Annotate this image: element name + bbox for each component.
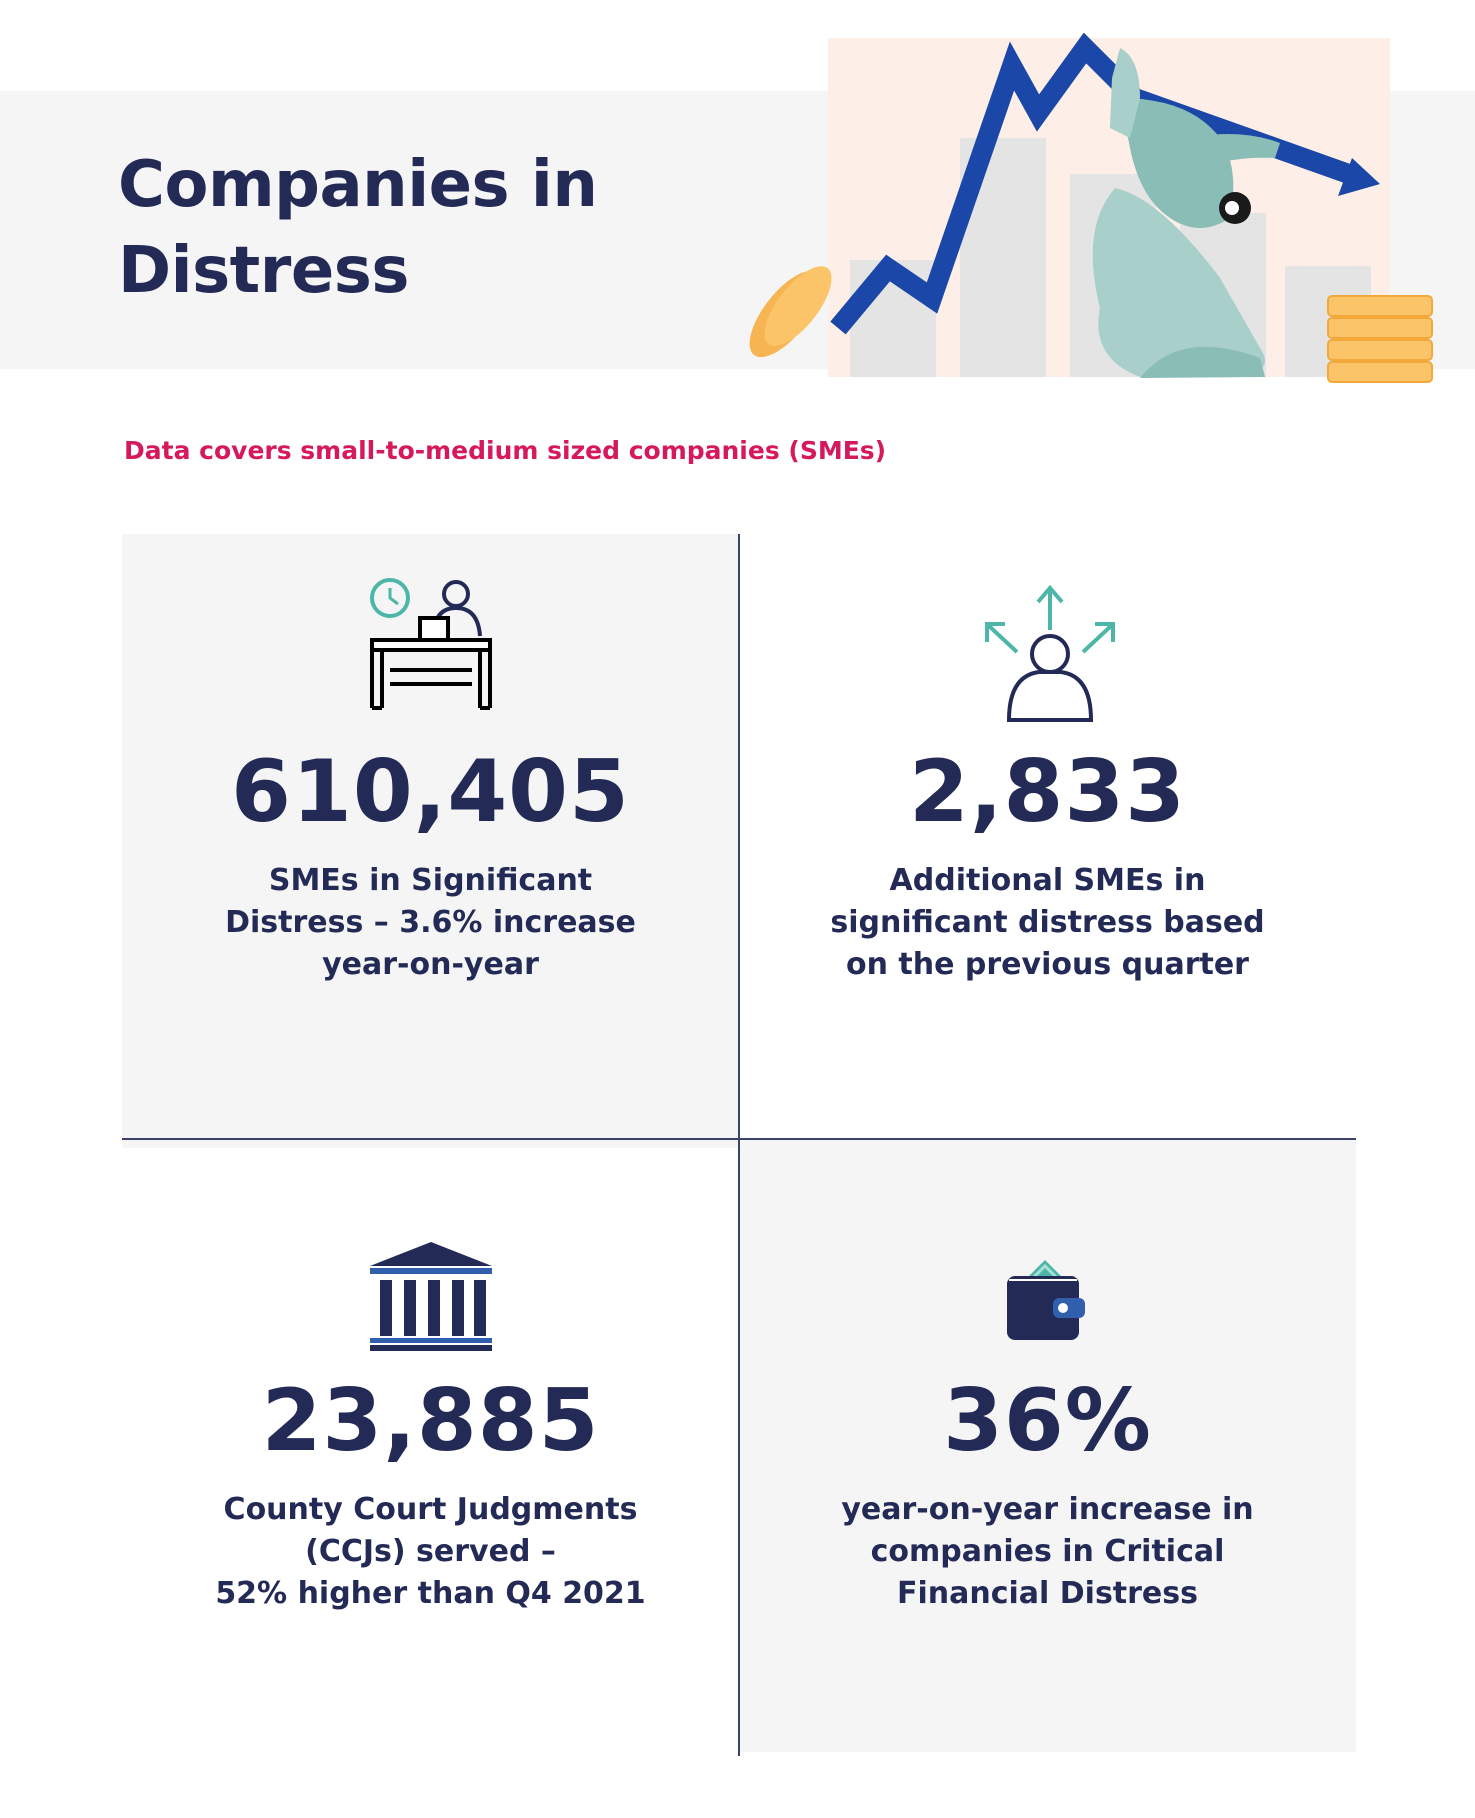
stat-value: 610,405 xyxy=(231,742,630,842)
page-title: Companies in Distress xyxy=(118,142,598,314)
desc-line: County Court Judgments xyxy=(223,1492,638,1527)
desc-line: on the previous quarter xyxy=(846,947,1249,982)
falling-coin-icon xyxy=(749,266,832,358)
desc-line: Distress – 3.6% increase xyxy=(225,905,636,940)
wallet-icon xyxy=(1006,1260,1085,1340)
hero-illustration xyxy=(749,32,1433,383)
stat-value: 36% xyxy=(943,1371,1152,1471)
desc-line: Financial Distress xyxy=(896,1576,1198,1611)
stat-card-ccjs: 23,885 County Court Judgments (CCJs) ser… xyxy=(122,1138,739,1752)
desc-line: 52% higher than Q4 2021 xyxy=(215,1576,646,1611)
stat-description: SMEs in Significant Distress – 3.6% incr… xyxy=(191,860,671,986)
stat-value: 23,885 xyxy=(261,1371,600,1471)
desc-line: significant distress based xyxy=(830,905,1265,940)
data-coverage-note: Data covers small-to-medium sized compan… xyxy=(124,436,887,465)
stat-card-additional-smes: 2,833 Additional SMEs in significant dis… xyxy=(739,534,1356,1148)
desc-line: SMEs in Significant xyxy=(268,863,593,898)
stat-description: County Court Judgments (CCJs) served – 5… xyxy=(181,1489,681,1615)
coin-stack-icon xyxy=(1327,295,1433,383)
courthouse-icon xyxy=(369,1242,492,1351)
desk-worker-clock-icon xyxy=(369,578,492,710)
desc-line: (CCJs) served – xyxy=(305,1534,556,1569)
desc-line: Additional SMEs in xyxy=(889,863,1206,898)
desc-line: year-on-year xyxy=(322,947,539,982)
distressed-person-icon xyxy=(1092,48,1280,378)
desc-line: year-on-year increase in xyxy=(841,1492,1254,1527)
stat-card-critical-distress: 36% year-on-year increase in companies i… xyxy=(739,1138,1356,1752)
stat-description: Additional SMEs in significant distress … xyxy=(788,860,1308,986)
grid-divider-horizontal xyxy=(122,1138,1356,1140)
person-arrows-icon xyxy=(984,584,1115,722)
desc-line: companies in Critical xyxy=(870,1534,1225,1569)
title-line-2: Distress xyxy=(118,234,409,308)
stat-card-smes-significant-distress: 610,405 SMEs in Significant Distress – 3… xyxy=(122,534,739,1148)
title-line-1: Companies in xyxy=(118,148,598,222)
stat-description: year-on-year increase in companies in Cr… xyxy=(798,1489,1298,1615)
stat-value: 2,833 xyxy=(908,742,1187,842)
grid-divider-vertical xyxy=(738,534,740,1756)
